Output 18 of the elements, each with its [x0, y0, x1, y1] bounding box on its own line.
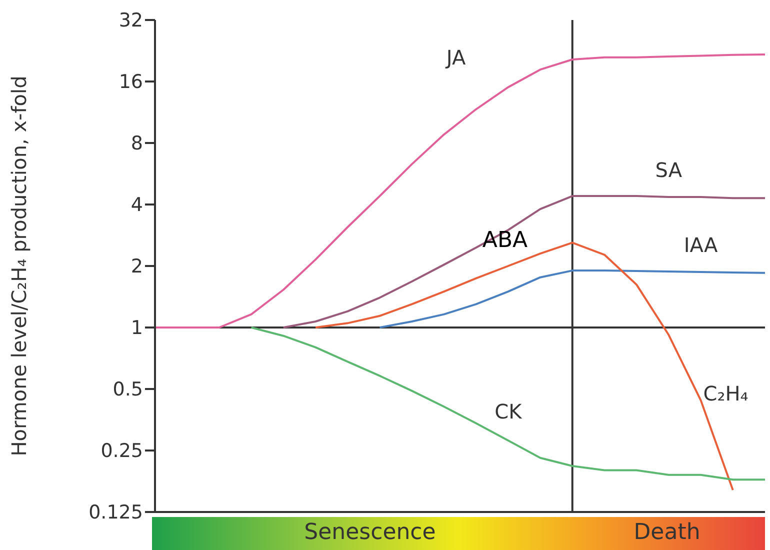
y-tick-label: 0.25 — [100, 440, 143, 462]
annotation: ABA — [482, 228, 528, 253]
y-axis-title: Hormone level/C₂H₄ production, x-fold — [7, 76, 31, 456]
series-label: SA — [655, 158, 682, 182]
y-tick-label: 0.125 — [88, 502, 143, 524]
text: Death — [634, 520, 700, 545]
y-tick-label: 1 — [130, 317, 143, 340]
y-tick-label: 0.5 — [112, 378, 143, 401]
y-tick-label: 32 — [118, 10, 143, 32]
series-label: JA — [444, 45, 466, 70]
y-tick-label: 16 — [118, 71, 143, 94]
series-label: IAA — [684, 232, 718, 257]
series-label: C₂H₄ — [703, 381, 748, 406]
series-label: CK — [494, 399, 523, 424]
text: Senescence — [304, 520, 436, 545]
y-tick-label: 4 — [130, 194, 143, 216]
y-tick-label: 2 — [130, 256, 143, 278]
y-tick-label: 8 — [130, 132, 143, 155]
